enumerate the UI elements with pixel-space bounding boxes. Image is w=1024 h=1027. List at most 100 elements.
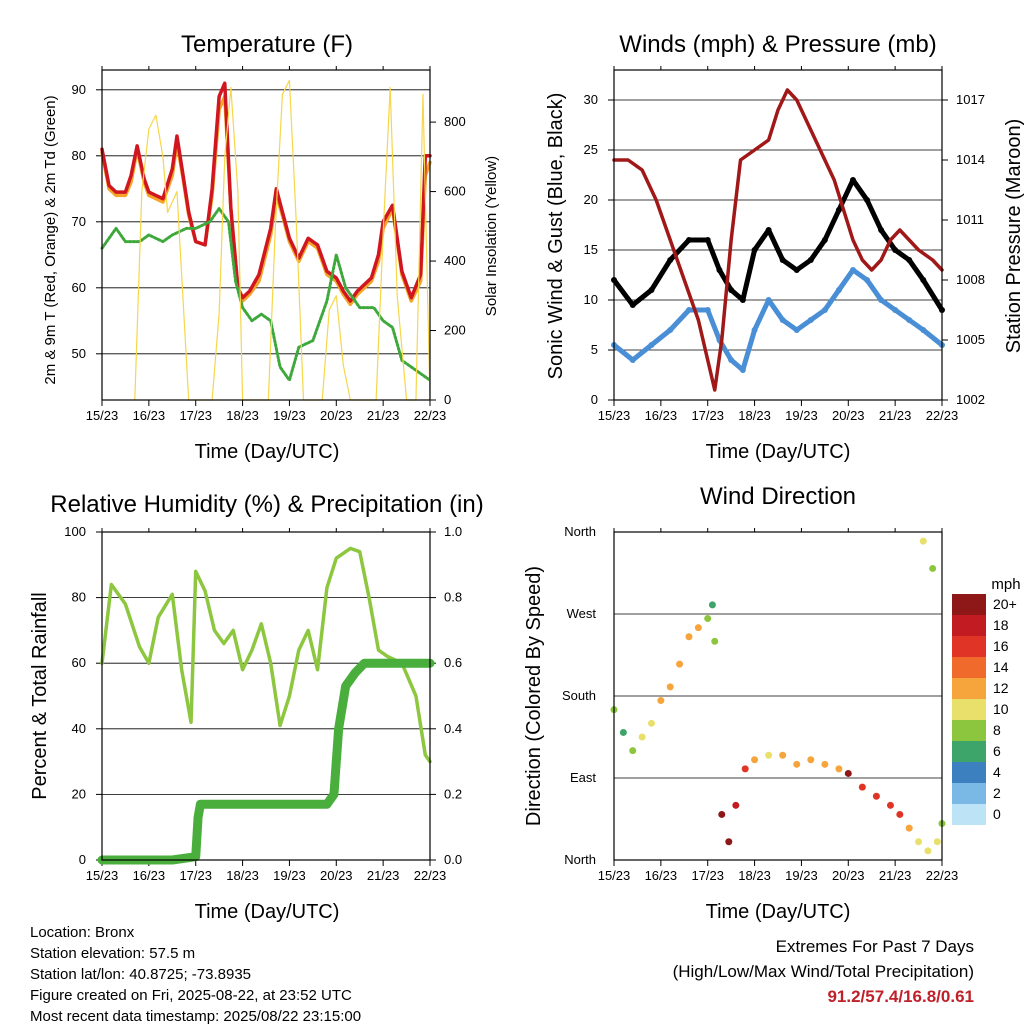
x-tick-label: 18/23 <box>738 408 771 423</box>
legend-swatch <box>952 741 986 762</box>
plot-frame <box>101 531 431 861</box>
x-tick-label: 20/23 <box>832 868 865 883</box>
humidity-title: Relative Humidity (%) & Precipitation (i… <box>50 491 483 518</box>
winds-title: Winds (mph) & Pressure (mb) <box>619 31 936 58</box>
x-tick-label: 16/23 <box>645 868 678 883</box>
direction-point <box>924 847 932 855</box>
direction-point <box>821 760 829 768</box>
x-tick-label: 17/23 <box>179 868 212 883</box>
x-tick-label: 18/23 <box>738 868 771 883</box>
y-tick-label: 100 <box>64 524 86 539</box>
y2-tick-label: 1008 <box>956 272 985 287</box>
winds-xlabel: Time (Day/UTC) <box>706 441 851 463</box>
legend-label: 8 <box>993 722 1001 738</box>
extremes-value: 91.2/57.4/16.8/0.61 <box>827 987 974 1006</box>
station-info: Location: Bronx Station elevation: 57.5 … <box>30 922 361 1027</box>
legend-swatch <box>952 594 986 615</box>
direction-point <box>666 683 674 691</box>
x-tick-label: 16/23 <box>645 408 678 423</box>
extremes-box: Extremes For Past 7 Days (High/Low/Max W… <box>673 934 974 1009</box>
y-tick-label: 20 <box>584 192 598 207</box>
y2-tick-label: 600 <box>444 184 466 199</box>
y-tick-label: North <box>564 852 596 867</box>
legend-label: 0 <box>993 806 1001 822</box>
x-tick-label: 21/23 <box>879 868 912 883</box>
legend-label: 16 <box>993 638 1009 654</box>
legend-label: 12 <box>993 680 1009 696</box>
x-tick-label: 15/23 <box>86 868 119 883</box>
y2-tick-label: 0.4 <box>444 721 462 736</box>
x-tick-label: 17/23 <box>691 408 724 423</box>
x-tick-label: 22/23 <box>414 868 447 883</box>
y2-tick-label: 400 <box>444 253 466 268</box>
legend-swatch <box>952 615 986 636</box>
y2-tick-label: 0.6 <box>444 655 462 670</box>
direction-point <box>694 624 702 632</box>
y-tick-label: 10 <box>584 292 598 307</box>
direction-point <box>708 601 716 609</box>
y-tick-label: 80 <box>72 590 86 605</box>
legend-swatch <box>952 720 986 741</box>
direction-point <box>905 824 913 832</box>
x-tick-label: 19/23 <box>785 408 818 423</box>
direction-point <box>704 615 712 623</box>
legend-label: 14 <box>993 659 1009 675</box>
x-tick-label: 20/23 <box>320 868 353 883</box>
x-tick-label: 16/23 <box>133 408 166 423</box>
direction-point <box>751 756 759 764</box>
direction-point <box>765 751 773 759</box>
direction-point <box>896 810 904 818</box>
legend-swatch <box>952 783 986 804</box>
direction-point <box>685 633 693 641</box>
legend-label: 20+ <box>993 596 1017 612</box>
direction-point <box>886 801 894 809</box>
x-tick-label: 21/23 <box>367 408 400 423</box>
plot-frame <box>101 69 431 401</box>
temperature-ylabel: 2m & 9m T (Red, Orange) & 2m Td (Green) <box>42 95 59 384</box>
direction-title: Wind Direction <box>700 483 856 510</box>
y2-tick-label: 1.0 <box>444 524 462 539</box>
direction-point <box>919 537 927 545</box>
x-tick-label: 19/23 <box>273 868 306 883</box>
x-tick-label: 16/23 <box>133 868 166 883</box>
humidity-xlabel: Time (Day/UTC) <box>195 901 340 923</box>
x-tick-label: 17/23 <box>179 408 212 423</box>
y-tick-label: 40 <box>72 721 86 736</box>
latlon-text: Station lat/lon: 40.8725; -73.8935 <box>30 966 252 983</box>
series-line <box>134 79 431 401</box>
y-tick-label: 25 <box>584 142 598 157</box>
direction-point <box>732 801 740 809</box>
y-tick-label: 30 <box>584 92 598 107</box>
humidity-ylabel: Percent & Total Rainfall <box>29 592 51 800</box>
series-line <box>97 658 435 865</box>
series-line <box>100 207 432 382</box>
direction-point <box>741 765 749 773</box>
y-tick-label: 5 <box>591 342 598 357</box>
direction-point <box>725 838 733 846</box>
x-tick-label: 17/23 <box>691 868 724 883</box>
direction-point <box>929 564 937 572</box>
x-tick-label: 15/23 <box>598 408 631 423</box>
x-tick-label: 18/23 <box>226 408 259 423</box>
temperature-title: Temperature (F) <box>181 31 353 58</box>
x-tick-label: 15/23 <box>86 408 119 423</box>
legend-swatch <box>952 657 986 678</box>
y2-tick-label: 0.0 <box>444 852 462 867</box>
direction-point <box>915 838 923 846</box>
series-line <box>100 94 432 307</box>
direction-point <box>647 719 655 727</box>
y2-tick-label: 0.8 <box>444 590 462 605</box>
direction-point <box>711 637 719 645</box>
humidity-panel: Relative Humidity (%) & Precipitation (i… <box>29 491 484 923</box>
legend-label: 10 <box>993 701 1009 717</box>
y2-tick-label: 1011 <box>956 212 984 227</box>
legend-title: mph <box>991 576 1020 593</box>
temperature-panel: Temperature (F) Time (Day/UTC) 2m & 9m T… <box>42 31 500 463</box>
direction-point <box>676 660 684 668</box>
y-tick-label: 70 <box>72 214 86 229</box>
direction-point <box>807 756 815 764</box>
winds-panel: Winds (mph) & Pressure (mb) Time (Day/UT… <box>545 31 1024 463</box>
y2-tick-label: 1017 <box>956 92 985 107</box>
x-tick-label: 18/23 <box>226 868 259 883</box>
